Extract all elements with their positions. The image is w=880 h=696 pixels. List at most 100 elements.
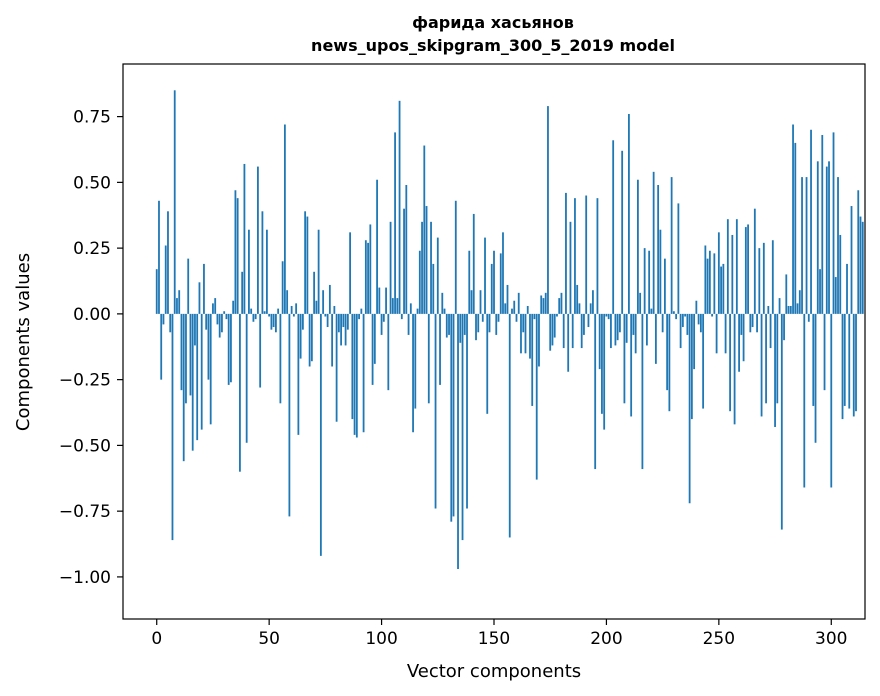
bar-133	[454, 200, 457, 314]
y-tick-label: 0.75	[73, 108, 111, 128]
bar-228	[668, 313, 671, 412]
bar-77	[328, 284, 331, 314]
bar-282	[789, 305, 792, 314]
bar-207	[621, 150, 624, 314]
bar-119	[423, 145, 426, 314]
bar-50	[268, 313, 271, 317]
bar-280	[785, 274, 788, 314]
bar-56	[281, 261, 284, 314]
bar-177	[553, 313, 556, 338]
bar-167	[531, 313, 534, 406]
bar-170	[538, 313, 540, 367]
bar-114	[412, 313, 414, 433]
bar-144	[479, 290, 482, 314]
bar-109	[400, 313, 403, 320]
bar-16	[191, 313, 194, 451]
bar-252	[722, 263, 725, 314]
bar-76	[326, 313, 329, 328]
bar-104	[389, 221, 392, 314]
bar-275	[774, 313, 776, 427]
bar-300	[830, 313, 833, 488]
bar-232	[677, 203, 680, 314]
bar-312	[857, 190, 860, 314]
x-tick-label: 200	[590, 629, 622, 649]
bar-266	[753, 208, 756, 314]
bar-148	[488, 313, 491, 333]
bar-96	[371, 313, 374, 385]
bar-286	[798, 290, 801, 314]
bar-31	[225, 313, 228, 320]
bar-253	[724, 313, 727, 354]
bar-285	[796, 303, 799, 314]
bar-219	[648, 250, 651, 314]
bar-308	[848, 313, 851, 409]
bar-256	[731, 234, 734, 314]
bar-265	[751, 313, 754, 328]
bar-92	[362, 313, 365, 433]
bar-272	[767, 305, 770, 314]
bar-94	[367, 242, 369, 314]
bar-73	[319, 313, 322, 556]
bar-117	[418, 250, 421, 314]
bar-217	[643, 248, 646, 314]
bar-257	[733, 313, 736, 425]
bar-262	[744, 227, 747, 314]
bar-107	[396, 298, 399, 314]
bar-176	[551, 313, 554, 346]
bar-205	[616, 313, 619, 341]
bar-128	[443, 308, 446, 314]
bar-88	[353, 313, 356, 435]
bar-187	[576, 284, 579, 314]
x-axis-title: Vector components	[407, 661, 581, 682]
bar-151	[495, 313, 498, 335]
bar-250	[717, 232, 720, 314]
bar-213	[634, 313, 637, 354]
bar-54	[277, 308, 280, 314]
bar-284	[794, 142, 797, 314]
bar-240	[695, 300, 698, 314]
bar-264	[749, 313, 752, 333]
bar-159	[513, 300, 516, 314]
bar-215	[639, 292, 642, 314]
y-axis: −1.00 −0.75 −0.50 −0.25 0.00 0.25 0.50 0.75	[59, 108, 123, 588]
bar-180	[560, 292, 563, 314]
bar-85	[346, 313, 349, 330]
bar-287	[801, 177, 803, 314]
bar-62	[295, 303, 298, 314]
bar-67	[306, 216, 309, 314]
x-tick-label: 150	[478, 629, 510, 649]
bar-220	[650, 308, 653, 314]
bar-136	[461, 313, 464, 541]
bar-69	[310, 313, 313, 362]
bar-172	[542, 298, 545, 314]
bar-294	[816, 161, 819, 314]
bar-302	[834, 277, 837, 314]
bar-15	[189, 313, 192, 396]
x-tick-label: 50	[258, 629, 280, 649]
bar-120	[425, 206, 428, 314]
bar-72	[317, 229, 320, 314]
bar-314	[861, 221, 864, 314]
bar-258	[735, 219, 738, 314]
bar-292	[812, 313, 815, 406]
bar-13	[185, 313, 187, 404]
bar-301	[832, 132, 835, 314]
bar-184	[569, 221, 572, 314]
bar-111	[405, 185, 408, 314]
y-tick-label: 0.25	[73, 239, 111, 259]
bar-216	[641, 313, 644, 470]
bar-289	[805, 177, 808, 314]
bar-63	[297, 313, 300, 435]
bar-305	[841, 313, 844, 420]
bar-158	[511, 308, 513, 314]
bar-68	[308, 313, 311, 367]
bar-150	[493, 250, 495, 314]
bar-188	[578, 303, 581, 314]
bar-146	[484, 237, 486, 314]
bar-38	[241, 271, 244, 314]
bar-14	[187, 258, 190, 314]
bar-48	[263, 311, 266, 314]
bar-198	[601, 313, 603, 414]
bar-20	[200, 313, 203, 430]
